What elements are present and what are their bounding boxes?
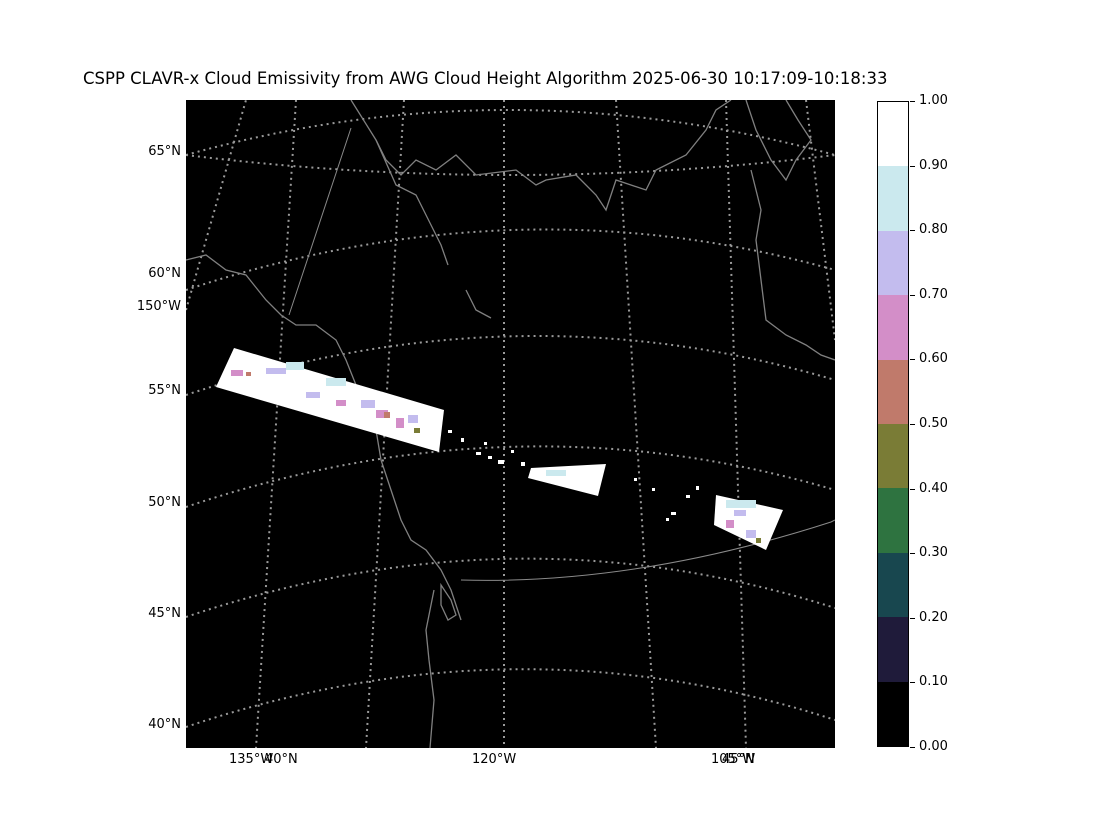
colorbar-segment bbox=[878, 295, 908, 360]
colorbar-tick-label: 1.00 bbox=[919, 93, 948, 108]
colorbar-tick bbox=[910, 230, 915, 232]
colorbar-tick bbox=[910, 747, 915, 748]
lat-label-50n: 50°N bbox=[148, 495, 181, 510]
map-canvas bbox=[186, 100, 835, 748]
colorbar-tick bbox=[910, 682, 915, 684]
colorbar-tick bbox=[910, 359, 915, 361]
colorbar-tick-label: 0.10 bbox=[919, 674, 948, 690]
colorbar-segment bbox=[878, 424, 908, 489]
colorbar-tick-label: 0.30 bbox=[919, 545, 948, 561]
coastlines bbox=[186, 100, 835, 748]
colorbar-segment bbox=[878, 359, 908, 424]
lat-label-40n: 40°N bbox=[148, 717, 181, 732]
colorbar-tick bbox=[910, 101, 915, 102]
colorbar-tick-label: 0.90 bbox=[919, 157, 948, 173]
colorbar-tick-label: 0.00 bbox=[919, 739, 948, 754]
cloud-swath bbox=[216, 348, 783, 550]
graticule-parallels bbox=[186, 109, 835, 728]
colorbar-tick-label: 0.60 bbox=[919, 351, 948, 367]
colorbar-tick-label: 0.50 bbox=[919, 416, 948, 431]
colorbar-tick bbox=[910, 553, 915, 555]
colorbar-segment bbox=[878, 617, 908, 682]
colorbar-tick-label: 0.40 bbox=[919, 480, 948, 496]
colorbar-segment bbox=[878, 681, 908, 746]
lat-label-65n: 65°N bbox=[148, 144, 181, 159]
lat-label-45n: 45°N bbox=[148, 606, 181, 621]
colorbar-tick bbox=[910, 294, 915, 296]
colorbar-tick bbox=[910, 424, 915, 425]
colorbar bbox=[877, 101, 909, 747]
colorbar-tick bbox=[910, 488, 915, 490]
colorbar-tick bbox=[910, 617, 915, 619]
lat-label-40n-bottom: 40°N bbox=[265, 752, 298, 767]
graticule-meridians bbox=[186, 100, 835, 748]
lon-label-150w: 150°W bbox=[136, 299, 181, 314]
borders bbox=[288, 127, 835, 581]
map-title: CSPP CLAVR-x Cloud Emissivity from AWG C… bbox=[83, 69, 888, 88]
colorbar-segment bbox=[878, 102, 908, 167]
colorbar-tick-label: 0.80 bbox=[919, 222, 948, 238]
colorbar-tick bbox=[910, 165, 915, 167]
colorbar-segment bbox=[878, 552, 908, 618]
lat-label-45n-bottom: 45°N bbox=[722, 752, 755, 767]
lat-label-55n: 55°N bbox=[148, 383, 181, 398]
lat-label-60n: 60°N bbox=[148, 266, 181, 281]
colorbar-segment bbox=[878, 230, 908, 296]
colorbar-segment bbox=[878, 488, 908, 553]
lon-label-105w: 105°W bbox=[711, 752, 756, 767]
colorbar-tick-label: 0.70 bbox=[919, 286, 948, 302]
colorbar-tick-label: 0.20 bbox=[919, 609, 948, 625]
colorbar-segment bbox=[878, 166, 908, 231]
lon-label-120w: 120°W bbox=[472, 752, 517, 767]
lon-label-135w: 135°W bbox=[229, 752, 274, 767]
map-panel[interactable] bbox=[186, 100, 835, 748]
